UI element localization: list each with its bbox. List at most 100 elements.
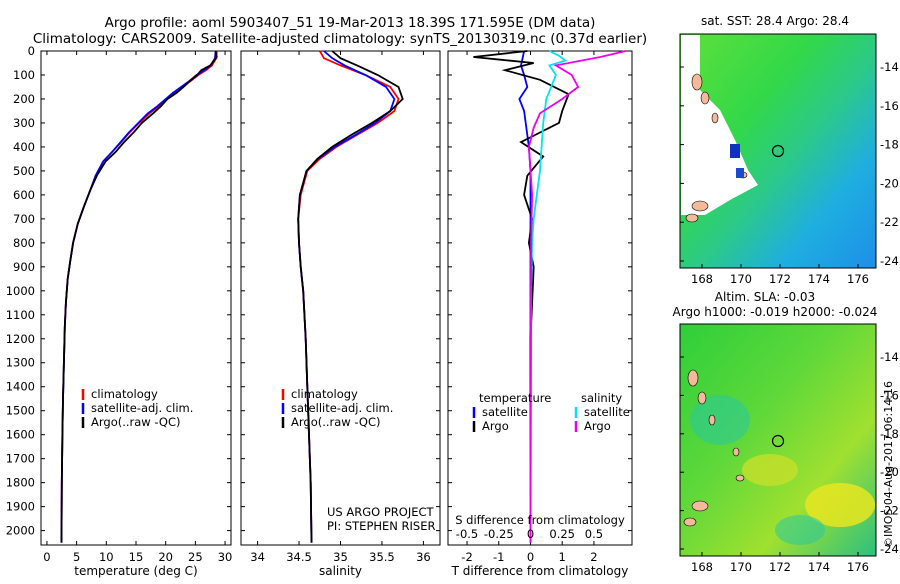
y-tick-label: 700 [13,212,35,226]
series-line [527,50,626,543]
top-tick-label: 0.5 [585,527,603,541]
sst-island [685,213,699,223]
x-tick-label: 20 [158,550,173,564]
sst-island [691,200,709,212]
sst-island [711,112,719,124]
argo-position-marker [771,144,785,158]
sla-island [683,517,697,527]
top-axis-label: S difference from climatology [455,513,625,527]
series-line [297,50,404,543]
sla-island [697,391,707,405]
sst-map: sat. SST: 28.4 Argo: 28.4 [679,14,899,286]
top-tick-label: 0.25 [549,527,575,541]
sst-dark-cell [736,168,744,178]
project-note: PI: STEPHEN RISER [327,519,436,533]
legend-label: satellite-adj. clim. [291,401,393,415]
legend-label: Argo [482,419,509,433]
map-x-tick-label: 170 [730,560,752,574]
sla-blob [690,395,750,445]
map-y-tick-label: -18 [880,427,899,441]
sla-blob [805,483,875,527]
project-note: US ARGO PROJECT [327,505,435,519]
y-tick-label: 1200 [6,332,35,346]
map-y-tick-label: -24 [880,542,899,556]
sla-map-title2: Argo h1000: -0.019 h2000: -0.024 [673,305,878,319]
legend-label: climatology [291,387,358,401]
legend-label: Argo(..raw -QC) [91,415,181,429]
side-credit: ©IMOS 04-Aug-2017 06:14:16 [882,381,895,548]
map-x-tick-label: 174 [808,272,830,286]
map-x-tick-label: 168 [691,272,713,286]
y-tick-label: 1800 [6,476,35,490]
map-y-tick-label: -16 [880,99,899,113]
x-tick-label: 0 [43,550,50,564]
x-tick-label: 35 [333,550,348,564]
legend-title: temperature [479,391,551,405]
top-tick-label: -0.5 [456,527,478,541]
y-tick-label: 200 [13,92,35,106]
sla-blob [775,515,825,545]
y-tick-label: 1500 [6,404,35,418]
sla-map: Altim. SLA: -0.03 Argo h1000: -0.019 h20… [673,290,899,574]
sla-island [732,447,740,457]
plot-frame [447,50,633,546]
x-tick-label: 1 [559,550,566,564]
map-y-tick-label: -14 [880,350,899,364]
y-tick-label: 1400 [6,380,35,394]
legend-label: satellite [482,405,528,419]
x-tick-label: 35.5 [369,550,395,564]
y-tick-label: 1600 [6,428,35,442]
map-y-tick-label: -14 [880,60,899,74]
x-tick-label: -1 [493,550,504,564]
header-line2: Climatology: CARS2009. Satellite-adjuste… [33,31,647,47]
sla-island [691,500,709,512]
x-tick-label: 30 [218,550,233,564]
top-tick-label: -0.25 [484,527,514,541]
y-tick-label: 1700 [6,452,35,466]
temperature-panel: 0100200300400500600700800900100011001200… [6,44,233,578]
y-tick-label: 300 [13,116,35,130]
y-tick-label: 1900 [6,500,35,514]
legend-label: Argo(..raw -QC) [291,415,381,429]
plot-frame [40,50,232,546]
sla-island [735,474,745,482]
legend-title: salinity [581,391,622,405]
sla-island [687,369,699,387]
sst-map-title: sat. SST: 28.4 Argo: 28.4 [701,14,849,28]
x-tick-label: 25 [188,550,203,564]
x-tick-label: -2 [461,550,472,564]
y-tick-label: 2000 [6,524,35,538]
map-y-tick-label: -20 [880,176,899,190]
sst-island [700,91,710,105]
sst-island [691,73,703,91]
map-x-tick-label: 172 [769,560,791,574]
series-line [529,50,568,543]
y-tick-label: 400 [13,140,35,154]
map-x-tick-label: 168 [691,560,713,574]
sst-dark-cell [730,144,740,158]
sla-map-axes: 168 170 172 174 176 -14 -16 -18 -20 -22 -24 [680,350,899,574]
x-tick-label: 2 [590,550,597,564]
x-axis-label: T difference from climatology [451,564,629,578]
y-tick-label: 600 [13,188,35,202]
map-x-tick-label: 174 [808,560,830,574]
y-tick-label: 500 [13,164,35,178]
legend-label: climatology [91,387,158,401]
map-y-tick-label: -22 [880,504,899,518]
map-y-tick-label: -24 [880,254,899,268]
y-tick-label: 1100 [6,308,35,322]
series-line [60,50,218,543]
y-tick-label: 800 [13,236,35,250]
y-tick-label: 100 [13,68,35,82]
x-tick-label: 36 [416,550,431,564]
x-tick-label: 5 [73,550,80,564]
argo-position-marker [771,434,785,448]
map-y-tick-label: -20 [880,465,899,479]
x-axis-label: salinity [319,564,362,578]
plot-frame [240,50,441,546]
legend-label: satellite-adj. clim. [91,401,193,415]
x-tick-label: 34 [250,550,265,564]
y-tick-label: 1300 [6,356,35,370]
